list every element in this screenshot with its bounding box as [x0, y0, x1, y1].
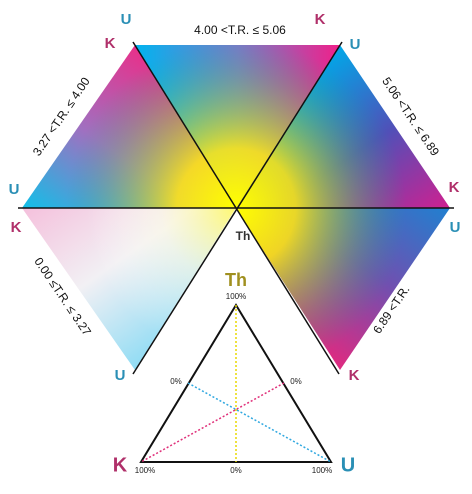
- corner-label: K: [349, 367, 360, 384]
- corner-label: U: [350, 36, 361, 53]
- hexagon: [18, 41, 454, 375]
- legend-tick: 0%: [290, 377, 302, 386]
- legend-right-label: U: [341, 454, 355, 476]
- divider: [132, 41, 340, 375]
- sector-glow: [236, 208, 450, 370]
- corner-label: U: [9, 181, 20, 198]
- corner-label: U: [121, 11, 132, 28]
- legend-triangle: Th 100% 0% 0% K 100% 0% 100% U: [113, 270, 355, 477]
- hex-lines: [18, 41, 454, 375]
- legend-tick: 100%: [135, 466, 155, 475]
- divider: [132, 41, 343, 375]
- sector-glow: [236, 45, 450, 208]
- legend-left-label: K: [113, 454, 128, 476]
- corner-label: K: [449, 179, 460, 196]
- sector-glow: [22, 45, 236, 208]
- legend-tick: 100%: [226, 292, 246, 301]
- sector-glow: [135, 45, 340, 208]
- corner-label: U: [115, 367, 126, 384]
- u-axis: [187, 382, 332, 463]
- range-label: 4.00 <T.R. ≤ 5.06: [194, 23, 286, 37]
- k-axis: [140, 382, 285, 463]
- corner-label: U: [450, 219, 461, 236]
- center-label: Th: [236, 229, 251, 243]
- corner-label: K: [315, 11, 326, 28]
- corner-label: K: [11, 219, 22, 236]
- legend-tick: 0%: [230, 466, 242, 475]
- sector-glow: [22, 208, 236, 370]
- legend-top-label: Th: [225, 270, 247, 290]
- corner-label: K: [105, 35, 116, 52]
- legend-tick: 0%: [170, 377, 182, 386]
- legend-tick: 100%: [312, 466, 332, 475]
